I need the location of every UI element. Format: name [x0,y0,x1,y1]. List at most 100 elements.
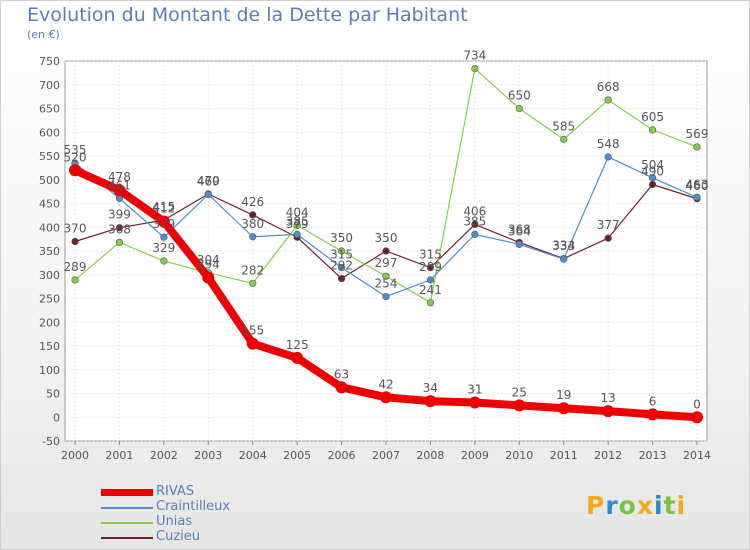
proxiti-logo: Proxiti [586,491,687,520]
data-point-craintilleux [426,276,435,284]
data-point-rivas [335,381,348,394]
data-point-rivas [113,184,126,197]
data-label-craintilleux: 254 [375,277,398,291]
data-label-unias: 404 [286,205,309,219]
data-point-unias [382,272,390,280]
y-tick-label: 500 [39,174,60,187]
data-point-craintilleux [293,230,301,238]
data-label-rivas: 478 [108,170,131,184]
data-label-craintilleux: 379 [152,217,175,231]
y-tick-label: 150 [39,340,60,353]
data-label-craintilleux: 380 [241,217,264,231]
data-label-rivas: 520 [64,150,87,164]
legend-label: Cuzieu [156,529,200,544]
data-label-cuzieu: 490 [641,165,664,179]
data-point-cuzieu [71,237,79,246]
x-tick-label: 2014 [683,449,711,462]
data-label-cuzieu: 406 [463,204,486,218]
data-label-unias: 668 [597,80,620,94]
data-point-craintilleux [249,233,257,241]
data-label-cuzieu: 368 [508,222,531,236]
data-point-rivas [157,215,170,228]
data-label-cuzieu: 350 [375,231,398,245]
data-point-rivas [557,402,570,415]
data-label-unias: 734 [463,49,486,63]
data-point-cuzieu [426,264,435,272]
data-point-unias [337,247,346,255]
data-label-unias: 569 [686,127,709,141]
legend-label: Unias [156,514,193,529]
x-tick-label: 2009 [461,449,489,462]
data-point-craintilleux [560,255,568,263]
data-point-unias [71,276,79,284]
data-label-cuzieu: 426 [241,195,264,209]
data-label-rivas: 6 [649,394,657,408]
data-label-cuzieu: 334 [552,239,575,253]
y-tick-label: 100 [39,364,60,377]
data-point-rivas [380,391,392,404]
data-label-craintilleux: 469 [197,174,220,188]
y-tick-label: 0 [53,411,60,424]
data-label-craintilleux: 289 [419,260,442,274]
x-tick-label: 2006 [328,449,356,462]
x-tick-label: 2008 [416,449,444,462]
data-point-unias [693,143,701,151]
x-tick-label: 2004 [239,449,267,462]
y-tick-label: -50 [42,435,60,448]
data-point-cuzieu [382,247,390,255]
data-point-unias [426,299,435,307]
data-label-rivas: 13 [601,391,616,405]
data-label-rivas: 25 [512,385,527,399]
data-point-cuzieu [471,220,479,228]
data-point-cuzieu [648,180,657,189]
data-label-rivas: 294 [197,258,220,272]
data-point-craintilleux [648,174,657,182]
data-point-unias [160,257,168,265]
y-tick-label: 650 [39,103,60,116]
data-point-unias [293,221,301,229]
x-tick-label: 2005 [283,449,311,462]
data-point-rivas [291,351,304,364]
data-label-craintilleux: 333 [552,239,575,253]
data-point-cuzieu [604,234,612,242]
data-label-unias: 297 [375,256,398,270]
data-label-craintilleux: 548 [597,137,620,151]
data-label-craintilleux: 385 [286,214,309,228]
data-point-unias [471,64,479,73]
data-label-cuzieu: 379 [286,217,309,231]
data-point-craintilleux [204,190,212,199]
data-label-rivas: 412 [152,202,175,216]
data-point-unias [249,279,257,287]
x-tick-label: 2007 [372,449,400,462]
data-label-cuzieu: 370 [64,222,87,236]
data-label-craintilleux: 385 [463,214,486,228]
data-point-unias [515,104,523,113]
y-tick-label: 700 [39,79,60,92]
data-label-unias: 368 [108,222,131,236]
data-point-rivas [468,396,481,409]
y-tick-label: 200 [39,316,60,329]
data-label-cuzieu: 399 [108,208,131,222]
y-tick-label: 250 [39,293,60,306]
y-tick-label: 450 [39,198,60,211]
x-tick-label: 2013 [639,449,667,462]
data-label-unias: 241 [419,283,442,297]
data-label-rivas: 19 [556,388,571,402]
y-tick-label: 750 [39,55,60,68]
x-tick-label: 2001 [105,449,133,462]
data-label-craintilleux: 461 [108,178,131,192]
data-point-rivas [424,395,437,408]
data-point-rivas [246,337,259,350]
data-point-craintilleux [337,264,346,272]
x-tick-label: 2011 [550,449,578,462]
data-label-cuzieu: 470 [197,174,220,188]
data-point-craintilleux [471,230,479,238]
data-label-cuzieu: 315 [419,248,442,262]
chart-title: Evolution du Montant de la Dette par Hab… [27,4,468,26]
data-label-unias: 304 [197,253,220,267]
data-point-unias [604,96,612,104]
data-point-cuzieu [337,274,346,283]
data-label-cuzieu: 292 [330,259,353,273]
data-label-unias: 350 [330,231,353,245]
data-point-rivas [646,408,659,421]
